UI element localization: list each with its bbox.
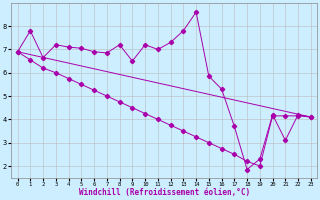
X-axis label: Windchill (Refroidissement éolien,°C): Windchill (Refroidissement éolien,°C): [79, 188, 250, 197]
